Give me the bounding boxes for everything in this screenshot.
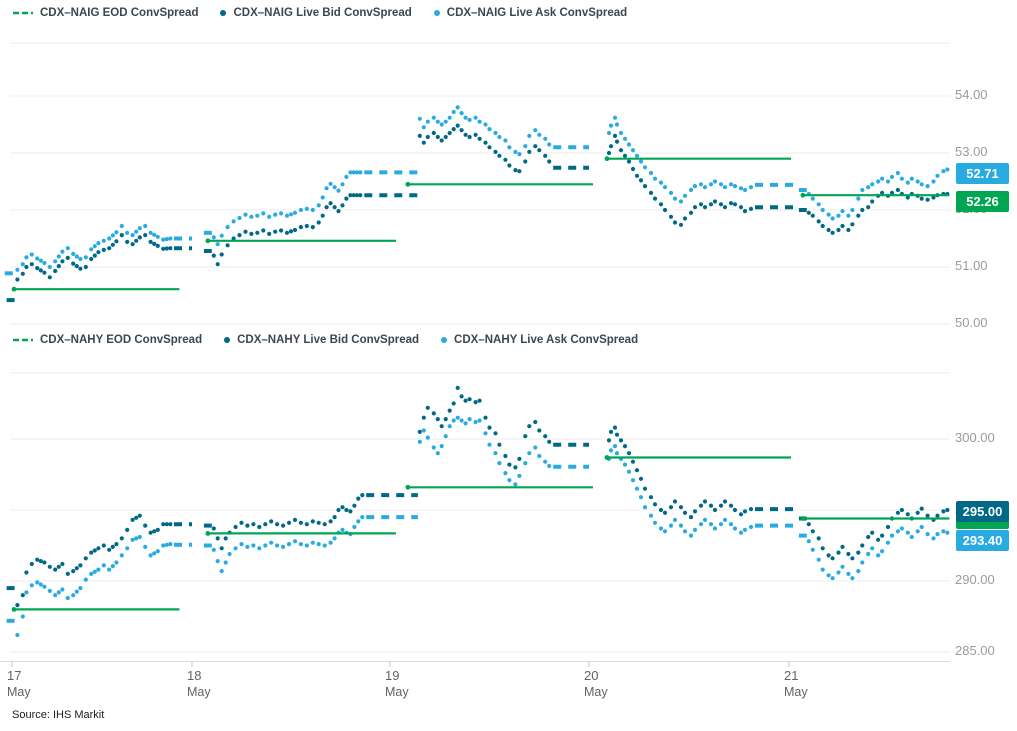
x-axis-label-day: 21 <box>784 668 799 683</box>
ask-dash-segments <box>4 145 807 276</box>
x-axis-label-day: 18 <box>187 668 202 683</box>
x-axis-label-month: May <box>784 685 808 699</box>
x-axis-label-day: 19 <box>385 668 400 683</box>
y-axis-label: 53.00 <box>955 144 988 159</box>
eod-line-segments <box>11 156 950 292</box>
dot-legend-marker <box>224 337 231 343</box>
end-value-badge: 293.40 <box>956 530 1009 552</box>
x-axis-label-month: May <box>7 685 31 699</box>
legend-item-cdx-naig-bid[interactable]: CDX–NAIG Live Bid ConvSpread <box>220 7 412 19</box>
ask-dots <box>15 415 950 638</box>
legend-label: CDX–NAIG Live Ask ConvSpread <box>446 7 628 19</box>
x-axis-label: 19 May <box>385 667 409 701</box>
legend-nahy: CDX–NAHY EOD ConvSpread CDX–NAHY Live Bid… <box>13 331 638 349</box>
legend-label: CDX–NAHY Live Ask ConvSpread <box>454 334 639 346</box>
legend-item-cdx-naig-eod[interactable]: CDX–NAIG EOD ConvSpread <box>13 7 198 19</box>
end-value-badge: 52.26 <box>956 190 1009 212</box>
bid-dash-segments <box>6 165 807 303</box>
legend-naig: CDX–NAIG EOD ConvSpread CDX–NAIG Live Bid… <box>13 4 627 22</box>
dot-legend-marker <box>220 10 227 16</box>
chart-cdx-nahy <box>6 372 950 653</box>
x-axis-label-day: 17 <box>7 668 22 683</box>
y-axis-label: 50.00 <box>955 315 988 330</box>
eod-line-legend-marker <box>13 11 33 15</box>
ask-dash-segments <box>6 464 807 623</box>
chart-cdx-naig <box>4 42 950 325</box>
bid-dots <box>15 123 950 282</box>
y-axis-label: 300.00 <box>955 430 995 445</box>
legend-label: CDX–NAIG Live Bid ConvSpread <box>233 7 412 19</box>
legend-label: CDX–NAHY EOD ConvSpread <box>40 334 203 346</box>
x-axis-label: 17 May <box>7 667 31 701</box>
eod-line-segments <box>11 455 950 612</box>
y-axis-label: 54.00 <box>955 87 988 102</box>
dot-legend-marker <box>433 10 440 16</box>
legend-item-cdx-nahy-bid[interactable]: CDX–NAHY Live Bid ConvSpread <box>224 334 419 346</box>
x-axis-label: 20 May <box>584 667 608 701</box>
end-value-badge: 295.00 <box>956 500 1009 522</box>
end-value-badge: 52.71 <box>956 163 1009 185</box>
legend-label: CDX–NAIG EOD ConvSpread <box>40 7 199 19</box>
dot-legend-marker <box>441 337 448 343</box>
bid-dots <box>15 385 950 608</box>
y-axis-label: 285.00 <box>955 643 995 658</box>
bid-dash-segments <box>6 442 807 591</box>
source-note: Source: IHS Markit <box>12 709 105 721</box>
legend-item-cdx-nahy-eod[interactable]: CDX–NAHY EOD ConvSpread <box>13 334 202 346</box>
x-axis-label-month: May <box>187 685 211 699</box>
x-axis-label-day: 20 <box>584 668 599 683</box>
x-axis-label-month: May <box>584 685 608 699</box>
legend-item-cdx-naig-ask[interactable]: CDX–NAIG Live Ask ConvSpread <box>433 7 628 19</box>
x-axis <box>0 661 950 667</box>
x-axis-label-month: May <box>385 685 409 699</box>
ask-dots <box>15 105 950 272</box>
legend-item-cdx-nahy-ask[interactable]: CDX–NAHY Live Ask ConvSpread <box>441 334 638 346</box>
x-axis-label: 21 May <box>784 667 808 701</box>
y-axis-label: 290.00 <box>955 572 995 587</box>
eod-line-legend-marker <box>13 338 33 342</box>
legend-label: CDX–NAHY Live Bid ConvSpread <box>237 334 420 346</box>
x-axis-label: 18 May <box>187 667 211 701</box>
y-axis-label: 51.00 <box>955 258 988 273</box>
